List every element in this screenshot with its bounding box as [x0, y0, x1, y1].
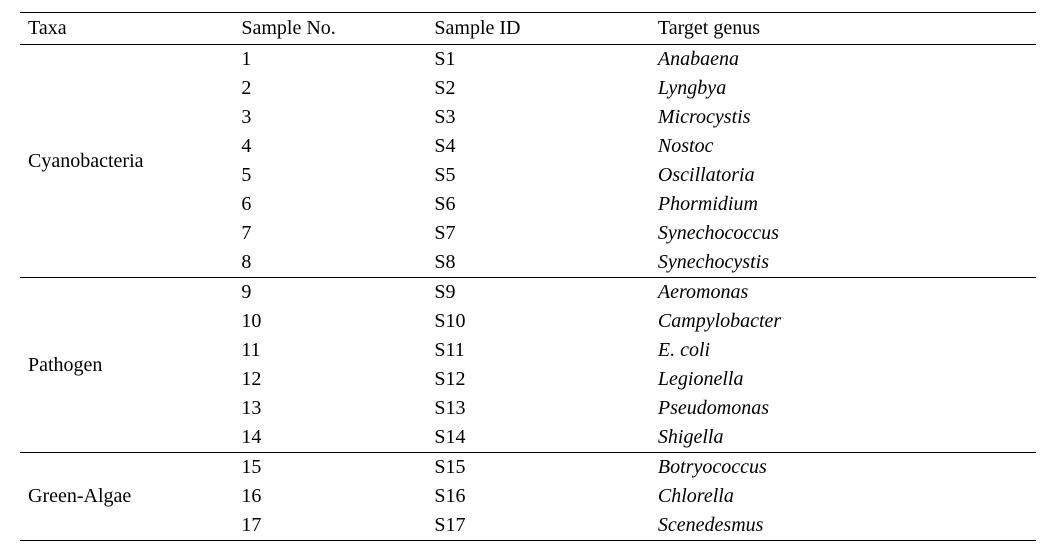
- sample-no-cell: 4: [233, 132, 426, 161]
- target-genus-cell: Legionella: [650, 365, 1036, 394]
- target-genus-cell: Shigella: [650, 423, 1036, 453]
- sample-no-cell: 3: [233, 103, 426, 132]
- target-genus-cell: Nostoc: [650, 132, 1036, 161]
- target-genus-cell: Campylobacter: [650, 307, 1036, 336]
- sample-no-cell: 5: [233, 161, 426, 190]
- target-genus-cell: Synechococcus: [650, 219, 1036, 248]
- table-row: Cyanobacteria1S1Anabaena: [20, 45, 1036, 75]
- sample-table: Taxa Sample No. Sample ID Target genus C…: [20, 12, 1036, 541]
- sample-id-cell: S15: [426, 453, 650, 483]
- sample-no-cell: 2: [233, 74, 426, 103]
- target-genus-cell: E. coli: [650, 336, 1036, 365]
- sample-no-cell: 9: [233, 278, 426, 308]
- sample-no-cell: 15: [233, 453, 426, 483]
- sample-id-cell: S8: [426, 248, 650, 278]
- sample-id-cell: S17: [426, 511, 650, 541]
- sample-no-cell: 17: [233, 511, 426, 541]
- target-genus-cell: Phormidium: [650, 190, 1036, 219]
- header-sample-id: Sample ID: [426, 13, 650, 45]
- sample-id-cell: S12: [426, 365, 650, 394]
- target-genus-cell: Lyngbya: [650, 74, 1036, 103]
- sample-no-cell: 13: [233, 394, 426, 423]
- sample-id-cell: S11: [426, 336, 650, 365]
- header-sample-no: Sample No.: [233, 13, 426, 45]
- table-row: Green-Algae15S15Botryococcus: [20, 453, 1036, 483]
- sample-no-cell: 10: [233, 307, 426, 336]
- target-genus-cell: Synechocystis: [650, 248, 1036, 278]
- target-genus-cell: Microcystis: [650, 103, 1036, 132]
- sample-no-cell: 11: [233, 336, 426, 365]
- sample-no-cell: 12: [233, 365, 426, 394]
- sample-id-cell: S7: [426, 219, 650, 248]
- taxa-cell: Green-Algae: [20, 453, 233, 541]
- sample-id-cell: S14: [426, 423, 650, 453]
- sample-id-cell: S5: [426, 161, 650, 190]
- sample-no-cell: 6: [233, 190, 426, 219]
- sample-id-cell: S10: [426, 307, 650, 336]
- target-genus-cell: Oscillatoria: [650, 161, 1036, 190]
- target-genus-cell: Chlorella: [650, 482, 1036, 511]
- sample-id-cell: S4: [426, 132, 650, 161]
- sample-no-cell: 14: [233, 423, 426, 453]
- table-row: Pathogen9S9Aeromonas: [20, 278, 1036, 308]
- target-genus-cell: Anabaena: [650, 45, 1036, 75]
- sample-no-cell: 7: [233, 219, 426, 248]
- table-header-row: Taxa Sample No. Sample ID Target genus: [20, 13, 1036, 45]
- sample-id-cell: S16: [426, 482, 650, 511]
- sample-id-cell: S9: [426, 278, 650, 308]
- sample-id-cell: S1: [426, 45, 650, 75]
- sample-id-cell: S3: [426, 103, 650, 132]
- sample-no-cell: 16: [233, 482, 426, 511]
- header-target-genus: Target genus: [650, 13, 1036, 45]
- sample-id-cell: S2: [426, 74, 650, 103]
- target-genus-cell: Pseudomonas: [650, 394, 1036, 423]
- header-taxa: Taxa: [20, 13, 233, 45]
- sample-no-cell: 1: [233, 45, 426, 75]
- taxa-cell: Pathogen: [20, 278, 233, 453]
- target-genus-cell: Aeromonas: [650, 278, 1036, 308]
- table-body: Cyanobacteria1S1Anabaena 2S2Lyngbya 3S3Mic…: [20, 45, 1036, 541]
- sample-id-cell: S13: [426, 394, 650, 423]
- sample-id-cell: S6: [426, 190, 650, 219]
- target-genus-cell: Botryococcus: [650, 453, 1036, 483]
- taxa-cell: Cyanobacteria: [20, 45, 233, 278]
- target-genus-cell: Scenedesmus: [650, 511, 1036, 541]
- sample-no-cell: 8: [233, 248, 426, 278]
